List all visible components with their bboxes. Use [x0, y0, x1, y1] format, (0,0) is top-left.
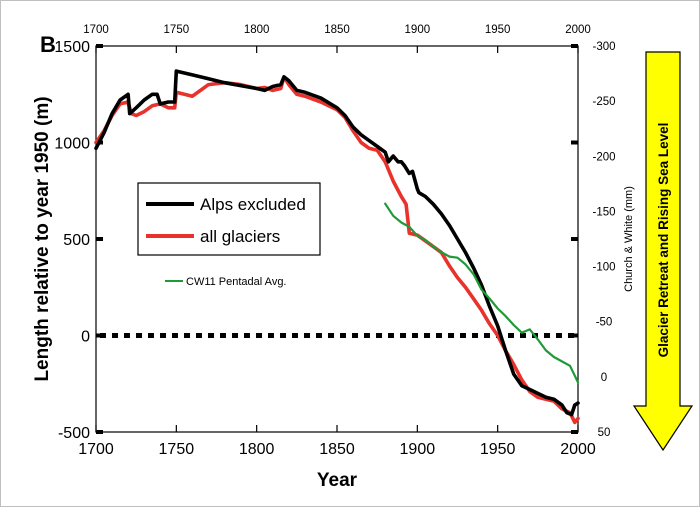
top-x-tick-label: 1750: [164, 24, 190, 36]
x-tick-label: 2000: [560, 441, 596, 458]
top-x-tick-label: 1700: [83, 24, 109, 36]
x-tick-label: 1850: [319, 441, 355, 458]
series-line-cw11-pentadal-avg: [384, 202, 580, 384]
x-tick-label: 1900: [400, 441, 436, 458]
panel-label: B: [40, 32, 56, 57]
top-x-tick-label: 1850: [324, 24, 350, 36]
x-tick-label: 1950: [480, 441, 516, 458]
x-tick-label: 1800: [239, 441, 275, 458]
legend-label-all-glaciers: all glaciers: [200, 227, 280, 246]
legend: Alps excluded all glaciers: [137, 182, 321, 256]
y2-tick-label: -150: [592, 206, 615, 218]
y2-tick-label: -300: [592, 41, 615, 53]
glacier-retreat-arrow: Glacier Retreat and Rising Sea Level: [632, 51, 694, 452]
y2-tick-label: 0: [601, 372, 607, 384]
yellow-down-arrow-icon: [632, 51, 694, 452]
y2-tick-label: -50: [596, 317, 613, 329]
top-x-tick-label: 2000: [565, 24, 591, 36]
top-x-tick-label: 1800: [244, 24, 270, 36]
x-tick-label: 1700: [78, 441, 114, 458]
y-tick-label: 1000: [54, 136, 90, 153]
x-tick-label: 1750: [159, 441, 195, 458]
y2-tick-label: -100: [592, 262, 615, 274]
tick-labels: 1700 1750 1800 1850 1900 1950 2000 1700 1750 1800…: [54, 24, 615, 458]
y2-tick-label: 50: [598, 427, 611, 439]
series-line-alps-excluded: [94, 69, 580, 417]
y-tick-label: 500: [63, 232, 90, 249]
top-x-tick-label: 1950: [485, 24, 511, 36]
y-axis-title: Length relative to year 1950 (m): [32, 96, 53, 381]
series-lines: [94, 69, 580, 425]
y2-tick-label: -200: [592, 151, 615, 163]
legend-box: [137, 182, 321, 256]
legend-label-alps-excluded: Alps excluded: [200, 195, 306, 214]
y-tick-label: 1500: [54, 39, 90, 56]
y2-axis-title: Church & White (mm): [623, 186, 635, 292]
y-tick-label: 0: [81, 329, 90, 346]
cw11-annotation: CW11 Pentadal Avg.: [186, 276, 287, 288]
axis-ticks: [95, 44, 579, 434]
top-x-tick-label: 1900: [405, 24, 431, 36]
side-label: Glacier Retreat and Rising Sea Level: [656, 123, 671, 358]
y2-tick-label: -250: [592, 96, 615, 108]
y-tick-label: -500: [58, 425, 90, 442]
x-axis-title: Year: [317, 470, 358, 491]
